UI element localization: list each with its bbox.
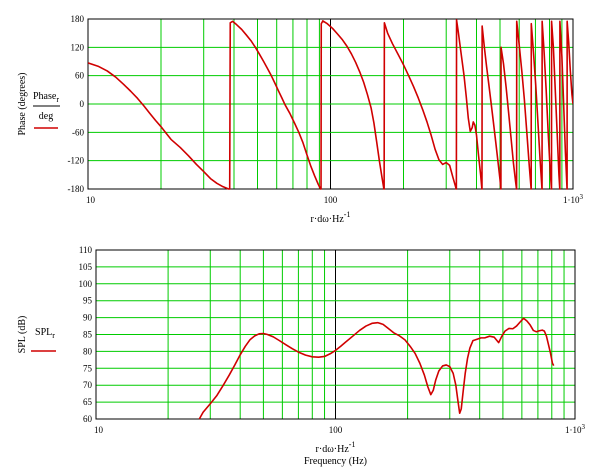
y-tick-label: 100 [79,279,93,289]
y-axis-label: SPL (dB) [17,316,28,354]
x-tick-label: 100 [324,195,338,205]
series-line [198,317,555,420]
y-tick-label: 60 [83,414,93,424]
x-tick-label: 10 [86,195,96,205]
y-tick-label: 60 [75,71,85,81]
x-axis-label-frequency: Frequency (Hz) [304,456,367,467]
spl-chart: 60 65 70 75 80 85 90 95 100 105 110 10 100 1·103 r·dω·… [17,245,586,467]
y-tick-label: 95 [83,296,93,306]
y-tick-label: 70 [83,380,93,390]
y-tick-label: 0 [80,99,85,109]
y-tick-label: 80 [83,346,93,356]
y-tick-label: 120 [71,42,85,52]
plot-frame [95,249,576,420]
legend-denominator: deg [39,111,53,122]
y-tick-label: 110 [79,245,93,255]
x-tick-label: 1·103 [565,423,586,435]
y-tick-label: 180 [71,14,85,24]
y-axis-label: Phase (degrees) [17,72,28,135]
x-tick-label: 100 [329,425,343,435]
y-tick-label: 85 [83,330,93,340]
phase-chart: -180 -120 -60 0 60 120 180 10 100 1·103 r·dω·Hz-1 P… [17,14,584,225]
x-axis-label: r·dω·Hz-1 [311,210,351,225]
x-axis-label: r·dω·Hz-1 [316,440,356,455]
legend-series-name: SPLr [35,327,55,340]
y-tick-label: 105 [79,262,93,272]
y-tick-label: 75 [83,363,93,373]
y-tick-label: -60 [72,127,84,137]
y-tick-label: -120 [68,156,85,166]
x-tick-label: 1·103 [563,193,584,205]
series-line [88,19,573,190]
y-tick-label: 90 [83,313,93,323]
y-tick-label: 65 [83,397,93,407]
legend-numerator: Phaser [33,91,59,104]
y-tick-label: -180 [68,184,85,194]
x-tick-label: 10 [94,425,104,435]
